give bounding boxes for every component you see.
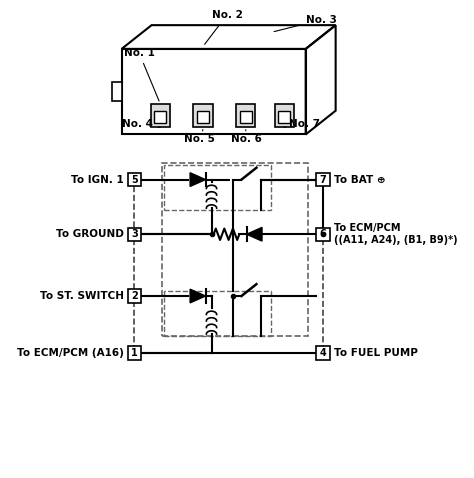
Bar <box>316 228 329 241</box>
Text: No. 7: No. 7 <box>284 120 319 130</box>
Bar <box>316 173 329 186</box>
Bar <box>128 289 141 303</box>
Bar <box>316 347 329 360</box>
Bar <box>236 104 255 127</box>
Text: To ECM/PCM (A16): To ECM/PCM (A16) <box>17 348 124 358</box>
Text: 4: 4 <box>319 348 326 358</box>
Text: No. 6: No. 6 <box>231 130 262 143</box>
Bar <box>154 111 166 122</box>
Bar <box>128 228 141 241</box>
Text: 7: 7 <box>319 174 326 185</box>
Text: 6: 6 <box>319 229 326 239</box>
Text: 2: 2 <box>131 291 138 301</box>
Text: No. 2: No. 2 <box>205 10 242 44</box>
Text: No. 3: No. 3 <box>274 15 337 32</box>
Bar <box>197 111 209 122</box>
Bar <box>151 104 170 127</box>
Text: To ST. SWITCH: To ST. SWITCH <box>40 291 124 301</box>
Bar <box>278 111 291 122</box>
Text: No. 1: No. 1 <box>124 48 159 101</box>
Polygon shape <box>190 289 206 303</box>
Bar <box>193 104 212 127</box>
Text: To ECM/PCM
((A11, A24), (B1, B9)*): To ECM/PCM ((A11, A24), (B1, B9)*) <box>334 223 457 245</box>
Text: No. 5: No. 5 <box>184 130 215 143</box>
Polygon shape <box>246 228 262 241</box>
Text: To IGN. 1: To IGN. 1 <box>71 174 124 185</box>
Bar <box>112 82 122 101</box>
Bar <box>274 104 294 127</box>
Bar <box>239 111 252 122</box>
Text: No. 4: No. 4 <box>122 120 160 130</box>
Bar <box>164 165 272 210</box>
Text: 1: 1 <box>131 348 138 358</box>
Text: To GROUND: To GROUND <box>56 229 124 239</box>
Polygon shape <box>190 173 206 186</box>
Text: To FUEL PUMP: To FUEL PUMP <box>334 348 418 358</box>
Bar <box>128 173 141 186</box>
Text: 3: 3 <box>131 229 138 239</box>
Text: 5: 5 <box>131 174 138 185</box>
Bar <box>162 163 308 337</box>
Bar <box>164 291 272 337</box>
Bar <box>128 347 141 360</box>
Text: To BAT ⊕: To BAT ⊕ <box>334 174 385 185</box>
